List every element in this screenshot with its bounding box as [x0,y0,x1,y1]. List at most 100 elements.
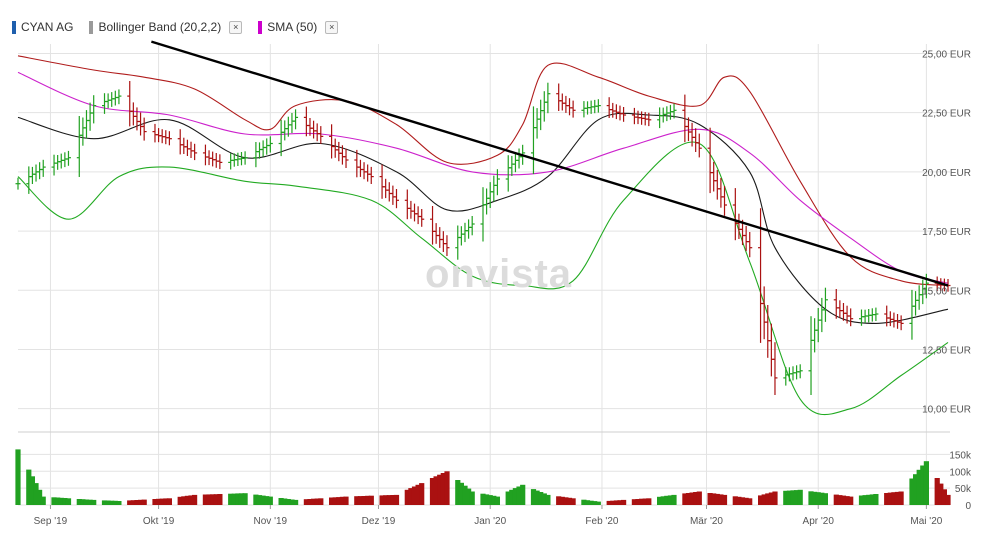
volume-bar [437,474,443,505]
remove-bollinger-close-icon[interactable]: × [229,20,243,34]
volume-bar [429,478,436,505]
volume-bar [635,499,641,505]
volume-bar [667,495,673,505]
volume-bar [314,498,320,505]
volume-bar [772,491,778,505]
volume-bar [480,493,486,505]
volume-bar [141,499,147,505]
volume-bar [40,496,46,505]
volume-bar [361,496,367,505]
volume-bar [732,496,738,505]
volume-bar [235,493,241,505]
volume-bar [794,490,800,505]
volume-bar [80,499,86,505]
volume-bar [563,497,569,505]
volume-bar [466,488,472,505]
volume-bar [538,492,544,505]
volume-bar [833,494,839,505]
volume-bar [747,498,753,505]
volume-bar [163,498,169,505]
volume-bar [83,499,90,505]
volume-bar [945,494,951,505]
chart-axes: 10,00 EUR 12,50 EUR 15,00 EUR 17,50 EUR 20,0… [34,49,972,527]
volume-bar [365,495,371,505]
volume-bar [368,495,374,505]
volume-bar [797,489,803,505]
volume-bar [116,501,122,505]
volume-tick-label: 50k [955,484,972,495]
date-tick-label: Jan '20 [474,516,506,527]
volume-bar [278,498,284,505]
volume-bar [329,497,335,505]
volume-bar [707,493,713,505]
volume-bar [238,493,245,505]
volume-bar [105,500,111,505]
remove-sma-close-icon[interactable]: × [325,20,339,34]
volume-bar [134,500,140,505]
volume-bar [689,492,695,505]
volume-bar [887,492,893,505]
bollinger-upper-line [17,55,949,287]
trendline [151,40,949,287]
volume-bar [646,498,652,505]
volume-bar [848,496,854,505]
volume-bar [768,492,774,505]
price-tick-label: 15,00 EUR [922,286,971,297]
volume-bar [505,491,511,505]
volume-bar [419,483,425,505]
date-tick-label: Sep '19 [34,516,68,527]
volume-bar [307,499,313,505]
bollinger-middle-line [17,112,949,324]
ohlc-bars [15,81,951,395]
date-tick-label: Dez '19 [362,516,396,527]
volume-bar [415,484,421,505]
volume-bar [484,494,490,505]
volume-bar [156,498,162,505]
volume-bar [101,500,108,505]
volume-bar [188,495,194,505]
legend-item-cyan-ag: CYAN AG [12,20,73,34]
volume-bar [264,496,270,505]
volume-bar [177,496,183,505]
indicator-lines [17,55,949,416]
volume-bar [840,495,847,505]
volume-bar [559,496,565,505]
volume-bar [913,474,919,505]
volume-bar [844,496,850,505]
volume-bar [711,493,717,505]
volume-bar [487,495,493,505]
volume-bar [657,496,663,505]
legend-swatch-bollinger [89,20,94,34]
volume-bar [595,501,601,505]
legend-item-sma: SMA (50) × [258,20,339,34]
volume-bar [613,500,619,505]
volume-bar [739,497,746,505]
volume-bar [29,476,35,505]
volume-bar [383,495,389,505]
volume-bar [408,488,414,505]
volume-bar [721,494,728,505]
volume-bar [260,495,266,505]
chart-legend: CYAN AG Bollinger Band (20,2,2) × SMA (5… [12,19,354,35]
volume-bar [790,490,796,505]
volume-bar [138,499,144,505]
volume-bar [920,465,926,505]
volume-bar [545,494,551,505]
volume-bar [660,496,666,505]
bollinger-lower-line [17,141,949,416]
volume-bar [938,483,944,505]
date-tick-label: Mär '20 [690,516,723,527]
volume-bar [336,497,342,505]
volume-bar [819,492,825,505]
volume-bar [130,500,136,505]
volume-bar [761,494,767,505]
volume-bar [181,496,187,505]
volume-bar [934,478,940,505]
volume-bar [671,494,677,505]
volume-bar [184,495,190,505]
volume-bar [617,500,623,505]
volume-bar [87,499,93,505]
volume-bar [631,499,637,505]
volume-bar [285,499,291,505]
